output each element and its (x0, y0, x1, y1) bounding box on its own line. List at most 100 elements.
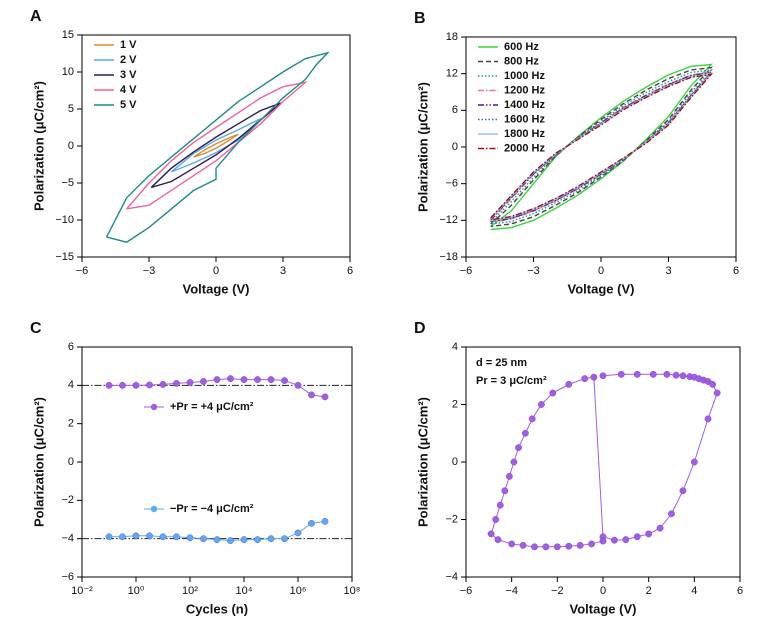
data-point (159, 380, 167, 388)
x-tick-label: −4 (505, 585, 518, 597)
data-point (501, 487, 509, 495)
legend-label: 2000 Hz (504, 142, 545, 154)
y-tick-label: −10 (55, 214, 74, 226)
legend-label: 5 V (120, 99, 137, 111)
data-point (186, 534, 194, 542)
y-axis-title: Polarization (μC/cm²) (415, 397, 430, 527)
data-point (528, 415, 536, 423)
data-point (611, 536, 618, 544)
y-tick-label: −15 (55, 251, 74, 263)
data-point (668, 510, 675, 518)
x-tick-label: 0 (598, 265, 604, 277)
data-point (496, 501, 504, 509)
data-point (510, 458, 518, 466)
data-point (704, 415, 712, 423)
x-axis-title: Voltage (V) (183, 281, 250, 296)
data-point (565, 542, 573, 550)
legend-label: 1 V (120, 39, 137, 51)
legend-marker (150, 505, 158, 513)
legend-label: 2 V (120, 54, 137, 66)
legend-label: 800 Hz (504, 55, 539, 67)
data-point (679, 372, 687, 380)
legend-label: 1200 Hz (504, 84, 545, 96)
y-tick-label: 12 (446, 68, 458, 80)
data-point (633, 533, 641, 541)
y-tick-label: 5 (68, 103, 74, 115)
data-point (690, 458, 698, 466)
y-tick-label: 2 (68, 418, 74, 430)
y-axis-title: Polarization (μC/cm²) (31, 397, 46, 527)
data-point (553, 543, 561, 551)
data-point (186, 379, 194, 386)
data-point (200, 535, 207, 543)
x-tick-label: 10⁶ (290, 585, 307, 597)
panel-label: C (30, 320, 42, 337)
y-tick-label: 0 (452, 141, 458, 153)
plot-frame (465, 346, 741, 578)
x-tick-label: −3 (527, 265, 540, 277)
series-line (126, 81, 308, 210)
y-tick-label: 6 (452, 104, 458, 116)
y-tick-label: −4 (445, 571, 458, 583)
x-axis-title: Voltage (V) (568, 281, 635, 296)
data-point (308, 391, 315, 399)
y-tick-label: 4 (68, 379, 74, 391)
data-point (494, 536, 502, 544)
plot-frame (81, 346, 353, 578)
annotation: Pr = 3 μC/cm² (476, 375, 547, 387)
x-tick-label: −2 (551, 585, 564, 597)
data-point (240, 376, 248, 383)
y-tick-label: −6 (61, 571, 74, 583)
y-axis-title: Polarization (μC/cm²) (31, 81, 46, 211)
legend-label: 1400 Hz (504, 99, 545, 111)
legend-marker (150, 403, 158, 411)
data-point (537, 401, 545, 408)
y-tick-label: −2 (445, 513, 458, 525)
panel-label: D (414, 320, 426, 337)
data-point (656, 524, 664, 532)
y-tick-label: 0 (68, 456, 74, 468)
data-point (119, 381, 126, 389)
y-axis-title: Polarization (μC/cm²) (415, 82, 430, 212)
data-point (521, 429, 529, 437)
data-point (549, 389, 557, 397)
data-point (213, 376, 221, 383)
data-point (119, 533, 126, 541)
y-tick-label: 2 (452, 398, 458, 410)
data-point (267, 535, 275, 543)
x-tick-label: 10⁴ (236, 585, 253, 597)
y-tick-label: 15 (62, 29, 74, 41)
data-point (633, 370, 641, 378)
data-point (294, 381, 302, 389)
annotation: d = 25 nm (476, 357, 527, 369)
y-tick-label: 10 (62, 66, 74, 78)
data-point (294, 529, 302, 537)
y-tick-label: 6 (68, 341, 74, 353)
data-point (254, 376, 261, 383)
legend-label: 1800 Hz (504, 128, 545, 140)
data-point (531, 543, 538, 551)
y-tick-label: 0 (452, 456, 458, 468)
data-point (508, 540, 516, 548)
series-line (490, 73, 714, 221)
panel-label: B (414, 10, 426, 27)
y-tick-label: 0 (68, 140, 74, 152)
y-tick-label: −12 (439, 214, 458, 226)
data-point (581, 375, 589, 383)
y-tick-label: −6 (445, 178, 458, 190)
data-point (487, 530, 495, 538)
x-tick-label: 2 (646, 585, 652, 597)
legend-label: −Pr = −4 μC/cm² (170, 503, 254, 515)
data-point (281, 377, 288, 384)
x-axis-title: Cycles (n) (186, 601, 248, 616)
data-point (679, 487, 687, 495)
y-tick-label: 18 (446, 31, 458, 43)
data-point (321, 393, 329, 401)
plot-area (105, 51, 330, 243)
x-tick-label: −6 (76, 265, 89, 277)
series-line (170, 117, 262, 173)
data-point (240, 536, 248, 544)
data-point (672, 371, 680, 379)
x-tick-label: 10⁸ (344, 585, 361, 597)
